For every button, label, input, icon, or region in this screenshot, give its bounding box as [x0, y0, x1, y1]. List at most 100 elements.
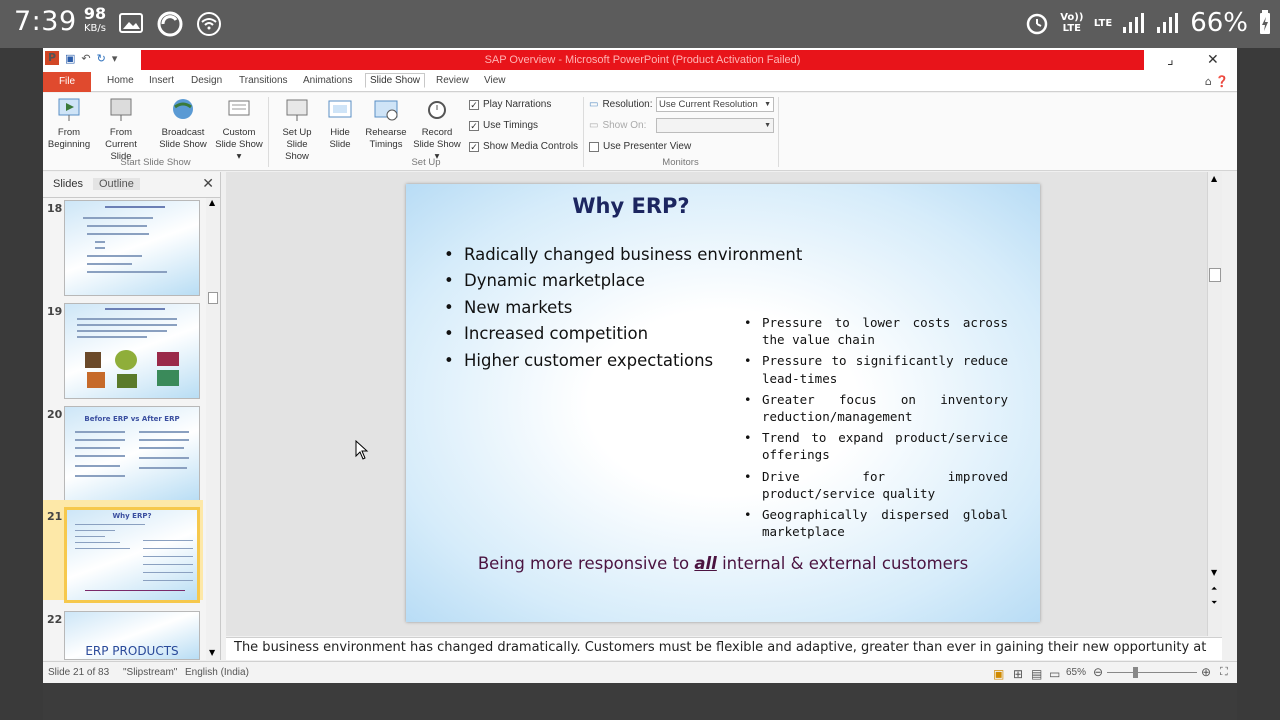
tab-slides[interactable]: Slides [53, 178, 83, 190]
signal-icon-2 [1157, 13, 1179, 33]
from-beginning-button[interactable]: From Beginning [46, 97, 92, 151]
normal-view-icon[interactable]: ▣ [993, 667, 1005, 681]
slide-number: 21 [47, 510, 63, 523]
slideshow-start-icon [58, 98, 80, 121]
thumb-title: Why ERP? [112, 512, 152, 520]
tab-outline[interactable]: Outline [93, 178, 140, 190]
thumb-title: ERP PRODUCTS [85, 644, 179, 658]
next-slide-icon[interactable]: ⏷ [1211, 598, 1218, 607]
tab-file[interactable]: File [43, 72, 91, 92]
bullet-item: Increased competition [444, 321, 802, 348]
tab-animations[interactable]: Animations [303, 75, 353, 86]
undo-icon[interactable]: ↶ [81, 51, 91, 65]
broadcast-icon [173, 99, 193, 119]
monitor-icon: ▭ [589, 120, 599, 131]
tab-review[interactable]: Review [436, 75, 469, 86]
ribbon-separator [268, 97, 269, 167]
ribbon-separator [583, 97, 584, 167]
signal-icon [1123, 13, 1145, 33]
reading-view-icon[interactable]: ▤ [1031, 667, 1043, 681]
slide-footer-text: Being more responsive to all internal & … [406, 554, 1040, 573]
slide-sorter-icon[interactable]: ⊞ [1013, 667, 1024, 681]
slide-thumbnail-18[interactable] [64, 200, 200, 296]
notes-pane[interactable]: The business environment has changed dra… [226, 637, 1222, 660]
slide-thumbnail-20[interactable]: Before ERP vs After ERP [64, 406, 200, 502]
resolution-dropdown[interactable]: Use Current Resolution ▼ [656, 97, 774, 112]
show-on-label-row: ▭ Show On: [589, 120, 646, 131]
theme-name: "Slipstream" [123, 667, 178, 678]
broadcast-button[interactable]: Broadcast Slide Show [157, 97, 209, 151]
current-slide[interactable]: Why ERP? Radically changed business envi… [406, 184, 1040, 622]
scroll-down-icon[interactable]: ▼ [1211, 568, 1218, 577]
fit-to-window-icon[interactable]: ⛶ [1220, 666, 1228, 678]
save-icon[interactable]: ▣ [65, 51, 76, 65]
qat-dropdown-icon[interactable]: ▾ [111, 51, 118, 65]
rehearse-timings-icon [374, 100, 398, 121]
scroll-up-icon[interactable]: ▲ [1211, 174, 1218, 183]
zoom-in-icon[interactable]: ⊕ [1201, 665, 1212, 679]
slideshow-view-icon[interactable]: ▭ [1049, 667, 1061, 681]
hide-slide-button[interactable]: Hide Slide [324, 97, 356, 151]
tab-transitions[interactable]: Transitions [239, 75, 288, 86]
network-speed: 98 KB/s [80, 4, 110, 35]
slide-number: 20 [47, 408, 63, 421]
zoom-out-icon[interactable]: ⊖ [1093, 665, 1104, 679]
record-slideshow-button[interactable]: Record Slide Show ▾ [410, 97, 464, 163]
close-panel-icon[interactable]: ✕ [202, 176, 214, 192]
show-media-controls-label: Show Media Controls [483, 141, 579, 152]
rehearse-timings-button[interactable]: Rehearse Timings [363, 97, 409, 151]
monitor-icon: ▭ [589, 99, 599, 110]
canvas-scrollbar[interactable]: ▲ ▼ ⏶ ⏷ [1207, 172, 1222, 636]
group-start-slideshow: Start Slide Show [120, 157, 191, 168]
footer-part: Being more responsive to [477, 554, 695, 573]
previous-slide-icon[interactable]: ⏶ [1211, 584, 1218, 593]
presenter-view-label: Use Presenter View [603, 141, 692, 152]
scroll-thumb[interactable] [1209, 268, 1221, 282]
mouse-cursor-icon [355, 440, 369, 460]
phone-clock: 7:39 [14, 6, 77, 37]
dropdown-arrow-icon: ▼ [764, 122, 771, 129]
powerpoint-logo-icon: P [45, 51, 59, 65]
tab-view[interactable]: View [484, 75, 506, 86]
use-timings-checkbox[interactable]: ✓ Use Timings [469, 120, 538, 131]
quick-access-toolbar: P ▣ ↶ ↻ ▾ [45, 51, 117, 65]
tab-home[interactable]: Home [107, 75, 134, 86]
custom-slideshow-button[interactable]: Custom Slide Show ▾ [213, 97, 265, 163]
presenter-view-checkbox[interactable]: Use Presenter View [589, 141, 691, 152]
help-icon[interactable]: ❓ [1215, 75, 1229, 88]
zoom-level[interactable]: 65% [1066, 667, 1087, 678]
group-setup: Set Up [411, 157, 441, 168]
slide-thumbnail-21[interactable]: Why ERP? [64, 507, 200, 603]
title-bar: P ▣ ↶ ↻ ▾ SAP Overview - Microsoft Power… [43, 48, 1237, 72]
zoom-slider-thumb[interactable] [1133, 667, 1138, 678]
gallery-icon [119, 13, 143, 33]
zoom-slider[interactable] [1107, 672, 1197, 673]
notes-text: The business environment has changed dra… [234, 640, 1207, 655]
scroll-up-icon[interactable]: ▲ [209, 198, 216, 207]
slide-thumbnail-22[interactable]: ERP PRODUCTS [64, 611, 200, 660]
restore-icon[interactable]: ⌟ [1167, 52, 1174, 68]
scroll-down-icon[interactable]: ▼ [209, 648, 216, 657]
scroll-thumb[interactable] [208, 292, 218, 304]
use-timings-label: Use Timings [483, 120, 539, 131]
slides-panel-scrollbar[interactable]: ▲ ▼ [206, 198, 220, 660]
show-media-controls-checkbox[interactable]: ✓ Show Media Controls [469, 141, 578, 152]
slide-thumbnail-19[interactable] [64, 303, 200, 399]
redo-icon[interactable]: ↻ [96, 51, 106, 65]
show-on-dropdown[interactable]: ▼ [656, 118, 774, 133]
language[interactable]: English (India) [185, 667, 249, 678]
minimize-ribbon-icon[interactable]: ⌂ [1204, 75, 1212, 88]
tab-design[interactable]: Design [191, 75, 223, 86]
ribbon: From Beginning From Current Slide Broadc… [43, 93, 1237, 171]
checkbox-checked-icon: ✓ [469, 99, 479, 110]
setup-slideshow-button[interactable]: Set Up Slide Show [275, 97, 319, 163]
powerpoint-window: P ▣ ↶ ↻ ▾ SAP Overview - Microsoft Power… [43, 48, 1237, 683]
from-current-button[interactable]: From Current Slide [95, 97, 147, 163]
network-speed-value: 98 [83, 4, 107, 23]
tab-slide-show[interactable]: Slide Show [365, 73, 426, 88]
play-narrations-checkbox[interactable]: ✓ Play Narrations [469, 99, 551, 110]
close-window-icon[interactable]: ✕ [1207, 52, 1219, 68]
left-bullet-list: Radically changed business environment D… [444, 242, 802, 374]
tab-insert[interactable]: Insert [149, 75, 175, 86]
help-area: ⌂ ❓ [1205, 75, 1229, 88]
